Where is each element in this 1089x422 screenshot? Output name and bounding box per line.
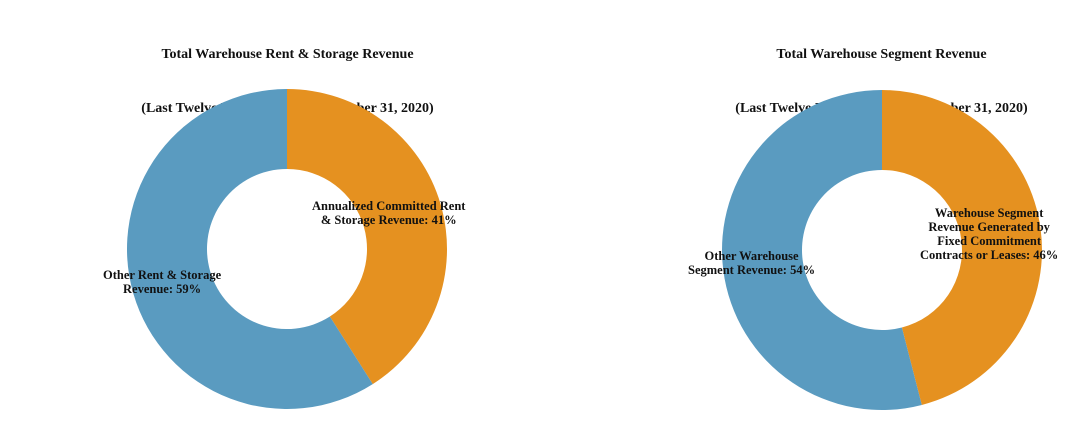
donut-svg: [127, 89, 448, 409]
slice-label-other-rent-storage: Other Rent & Storage Revenue: 59%: [103, 268, 222, 296]
donut-svg: [722, 90, 1042, 410]
donut-chart-segment: Total Warehouse Segment Revenue (Last Tw…: [580, 0, 1089, 422]
chart-title-main: Total Warehouse Rent & Storage Revenue: [161, 47, 414, 62]
donut-chart-rent-storage: Total Warehouse Rent & Storage Revenue (…: [103, 47, 466, 409]
donut-slice-annualized-committed-rent-storage-revenue: [287, 89, 448, 385]
chart-title-main: Total Warehouse Segment Revenue: [776, 47, 987, 62]
slice-label-annualized-committed: Annualized Committed Rent & Storage Reve…: [312, 199, 466, 227]
donut-slice-other-rent-storage-revenue: [127, 89, 373, 409]
chart-title: Total Warehouse Segment Revenue (Last Tw…: [580, 10, 1089, 154]
donut-slice-warehouse-segment-revenue-generated-by-fixed-commitment-contracts-or-leases: [882, 90, 1042, 405]
slice-label-other-warehouse-segment: Other Warehouse Segment Revenue: 54%: [688, 249, 816, 277]
slice-label-fixed-commitment: Warehouse Segment Revenue Generated by F…: [920, 206, 1059, 262]
donut-slice-other-warehouse-segment-revenue: [722, 90, 922, 410]
